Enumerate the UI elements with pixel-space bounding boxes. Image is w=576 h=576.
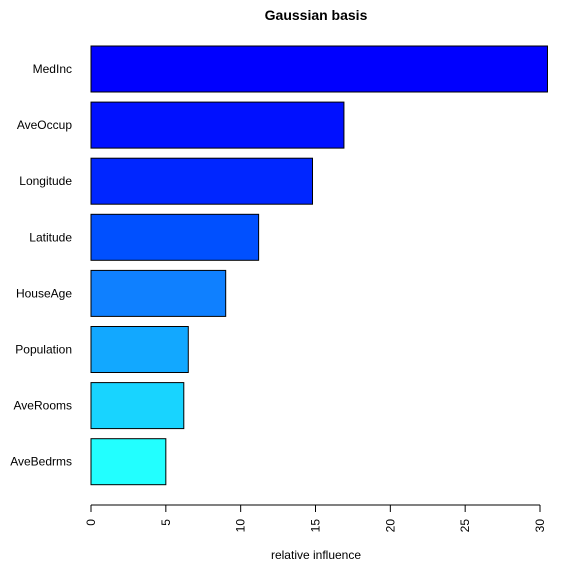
category-label-houseage: HouseAge [16,286,72,300]
bar-longitude [90,157,314,205]
bar-population [90,326,189,373]
bar-avebedrms [90,438,167,486]
x-tick-label: 30 [533,519,547,533]
category-label-population: Population [15,343,72,357]
bar-houseage [90,269,227,317]
category-labels: MedInc AveOccup Longitude Latitude HouseAge P… [10,62,72,469]
category-label-longitude: Longitude [19,174,72,188]
x-axis-label: relative influence [271,548,361,562]
bar-averooms [90,382,185,430]
x-tick-label: 15 [309,519,323,533]
chart-title: Gaussian basis [265,7,368,23]
bar-latitude [90,213,260,261]
category-label-aveoccup: AveOccup [17,118,72,132]
x-axis: 0 5 10 15 20 25 30 [84,504,547,533]
category-label-averooms: AveRooms [14,399,72,413]
x-tick-label: 20 [383,519,397,533]
category-label-medinc: MedInc [33,62,72,76]
x-tick-label: 0 [84,519,98,526]
bar-medinc [90,45,548,93]
x-tick-label: 10 [234,519,248,533]
x-tick-label: 5 [159,519,173,526]
category-label-avebedrms: AveBedrms [10,455,72,469]
x-tick-label: 25 [458,519,472,533]
bars-group [90,45,548,486]
category-label-latitude: Latitude [29,230,72,244]
bar-aveoccup [90,101,345,149]
